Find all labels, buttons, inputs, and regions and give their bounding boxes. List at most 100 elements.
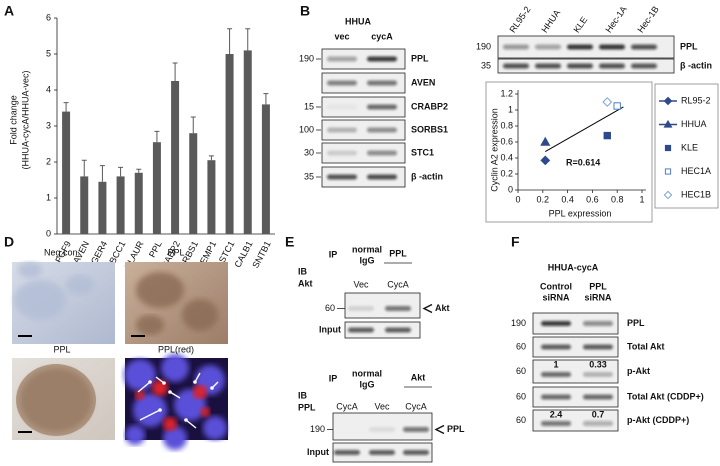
- blot-band: [348, 306, 374, 311]
- y-tick-label: 4: [46, 84, 51, 94]
- x-tick-label: 0.2: [537, 194, 550, 204]
- blot-frame: [321, 96, 406, 118]
- x-tick-label: 0.4: [561, 194, 574, 204]
- x-tick-label: 0.8: [611, 194, 624, 204]
- panel-label: E: [285, 234, 294, 250]
- row-label: β -actin: [411, 171, 443, 181]
- bar: [98, 181, 107, 234]
- y-tick-label: 0.6: [500, 136, 513, 146]
- blot-band: [403, 427, 429, 432]
- y-tick-label: 1.2: [500, 88, 513, 98]
- error-bar: [118, 166, 124, 177]
- mw-marker: 60: [516, 366, 526, 376]
- stain: [193, 385, 207, 399]
- y-tick-label: 6: [46, 12, 51, 22]
- quantification: 0.7: [592, 409, 605, 419]
- row-label: PPL: [627, 318, 645, 328]
- tissue: [136, 315, 164, 335]
- blot-band: [327, 80, 357, 86]
- tissue: [182, 299, 218, 331]
- y-tick-label: 0.8: [500, 120, 513, 130]
- error-bar: [81, 159, 87, 177]
- blot-frame: [532, 336, 619, 358]
- band-label: PPL: [447, 424, 465, 434]
- lane-label: siRNA: [584, 292, 612, 302]
- lane-label: CycA: [336, 401, 358, 411]
- blot-frame: [332, 412, 433, 441]
- blot-band: [334, 450, 360, 455]
- lane-label: HHUA: [539, 8, 562, 35]
- nucleus: [161, 354, 189, 382]
- legend-marker: [663, 119, 673, 128]
- tissue: [18, 262, 42, 278]
- ip-label: IP: [329, 373, 338, 383]
- band-label: Akt: [435, 303, 450, 313]
- lane-label: cycA: [371, 31, 393, 41]
- lane-label: RL95-2: [507, 5, 532, 35]
- blot-band: [385, 327, 411, 333]
- bar: [171, 81, 180, 234]
- annotation: R=0.614: [566, 157, 600, 167]
- x-tick-label: EMP1: [198, 239, 218, 265]
- blot-band: [367, 104, 397, 110]
- bar: [80, 176, 89, 234]
- ib-label: Akt: [298, 278, 313, 288]
- arrow: [185, 419, 197, 429]
- arrow-head: [158, 408, 162, 412]
- tissue: [14, 280, 66, 320]
- y-tick-label: 1: [46, 192, 51, 202]
- point: [613, 102, 621, 110]
- legend-label: HHUA: [681, 119, 707, 129]
- lane-label: CycA: [387, 279, 409, 289]
- row-label: p-Akt: [627, 366, 650, 376]
- x-tick-label: PPL: [147, 239, 164, 259]
- ib-label: PPL: [298, 402, 316, 412]
- point: [540, 136, 551, 146]
- error-bar: [245, 28, 251, 51]
- arrow: [137, 381, 151, 393]
- tissue: [136, 272, 184, 308]
- blot-frame: [344, 321, 421, 339]
- mw-marker: 190: [310, 424, 325, 434]
- mw-marker: 100: [299, 124, 314, 134]
- lane-label: CycA: [405, 401, 427, 411]
- row-label: CRABP2: [411, 101, 448, 111]
- error-bar: [190, 116, 196, 134]
- blot-band: [369, 427, 395, 432]
- error-bar: [99, 165, 105, 182]
- row-label: SORBS1: [411, 124, 448, 134]
- legend-label: HEC1A: [681, 166, 711, 176]
- ip-group-label: PPL: [389, 248, 407, 258]
- row-label: β -actin: [680, 60, 712, 70]
- blot-band: [631, 44, 657, 50]
- mw-marker: 35: [481, 60, 491, 70]
- x-tick-label: 1: [639, 194, 644, 204]
- row-label: PPL: [411, 53, 429, 63]
- image-label: Neg.con.: [44, 247, 80, 257]
- blot-band: [535, 63, 561, 69]
- bar: [207, 160, 216, 234]
- mw-marker: 60: [325, 303, 335, 313]
- error-bar: [208, 155, 214, 161]
- lane-label: siRNA: [542, 292, 570, 302]
- y-axis-label: (HHUA-cycA/HHUA-vec): [20, 70, 30, 169]
- y-axis-label: Fold change: [8, 95, 18, 145]
- image-label: PPL: [167, 247, 184, 257]
- point: [540, 155, 551, 166]
- blot-band: [583, 372, 613, 377]
- bar: [189, 133, 198, 234]
- ip-group-label: IgG: [360, 255, 375, 265]
- blot-band: [567, 63, 593, 69]
- panel-label: A: [4, 3, 14, 19]
- y-tick-label: 0: [508, 184, 513, 194]
- blot-frame: [532, 312, 619, 335]
- mw-marker: 60: [516, 391, 526, 401]
- blot-band: [367, 80, 397, 86]
- stain: [200, 407, 210, 417]
- blot-frame: [532, 386, 619, 408]
- y-tick-label: 0: [46, 228, 51, 238]
- legend-marker: [664, 144, 672, 152]
- row-label: AVEN: [411, 77, 435, 87]
- error-bar: [227, 28, 233, 54]
- arrow-head: [193, 380, 197, 384]
